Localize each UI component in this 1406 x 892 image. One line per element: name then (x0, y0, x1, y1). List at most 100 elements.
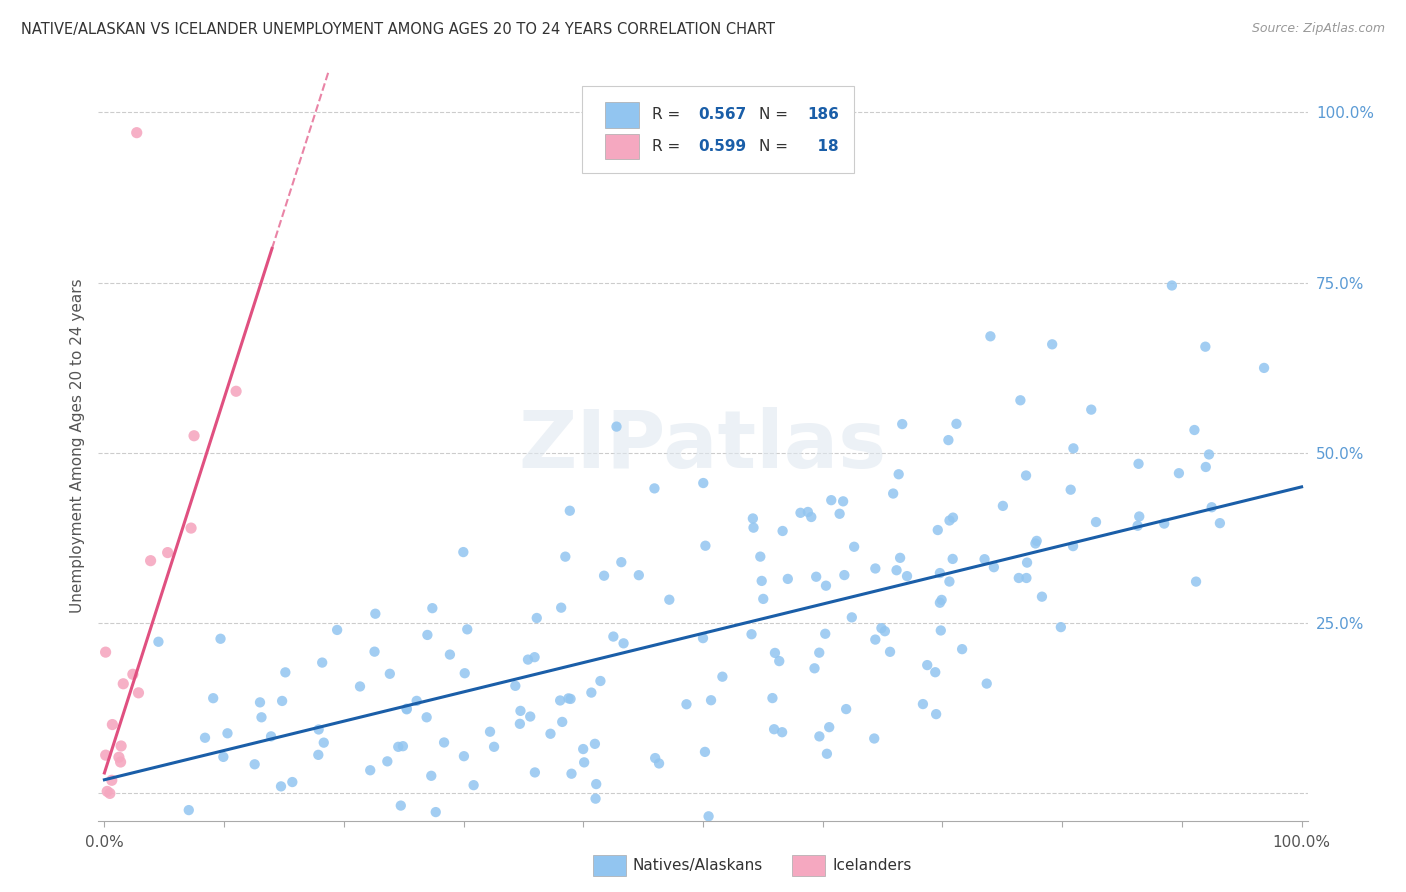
Point (540, 727, 562, 741)
Point (928, 566, 950, 580)
Point (749, 549, 772, 564)
Point (415, 710, 437, 724)
Point (270, 780, 292, 794)
Point (183, 429, 205, 443)
Point (94, 645, 117, 659)
Point (896, 569, 918, 583)
Point (938, 433, 960, 447)
Point (1024, 536, 1046, 550)
FancyBboxPatch shape (605, 102, 638, 128)
Point (1050, 620, 1073, 634)
Point (1184, 423, 1206, 437)
Point (983, 560, 1005, 574)
Point (942, 510, 965, 524)
Point (692, 631, 714, 645)
Point (125, 126, 148, 140)
Point (818, 720, 841, 734)
Point (378, 666, 401, 681)
Point (887, 467, 910, 482)
Point (658, 592, 681, 607)
Point (865, 632, 887, 647)
Point (602, 630, 624, 644)
Point (121, 667, 143, 681)
Point (523, 650, 546, 665)
Point (889, 550, 911, 565)
Point (763, 723, 786, 737)
Point (675, 698, 697, 712)
Point (1015, 556, 1038, 570)
Point (950, 642, 973, 657)
Point (281, 775, 304, 789)
Point (838, 829, 860, 843)
Point (886, 563, 908, 577)
Point (648, 756, 671, 771)
Point (479, 724, 502, 739)
Point (526, 611, 548, 625)
Point (1167, 466, 1189, 480)
Point (915, 658, 938, 673)
Point (1031, 590, 1053, 604)
Text: 18: 18 (807, 139, 838, 153)
Point (112, 677, 135, 691)
Text: 0.567: 0.567 (699, 107, 747, 122)
Point (363, 645, 385, 659)
Point (925, 707, 948, 722)
Point (307, 747, 329, 762)
Point (551, 714, 574, 729)
Point (751, 574, 773, 588)
Point (311, 656, 333, 670)
Point (554, 549, 576, 564)
Point (589, 673, 612, 688)
Point (560, 692, 582, 706)
Point (600, 832, 623, 847)
Point (177, 803, 200, 817)
Point (1062, 442, 1084, 456)
Point (139, 554, 162, 568)
FancyBboxPatch shape (593, 855, 626, 876)
Point (776, 572, 799, 586)
Point (1015, 571, 1038, 585)
Point (326, 623, 349, 637)
Point (349, 680, 371, 694)
Point (225, 384, 247, 399)
Point (1161, 278, 1184, 293)
Point (221, 888, 243, 892)
Point (581, 685, 603, 699)
Point (929, 624, 952, 638)
Point (700, 693, 723, 707)
Point (863, 731, 886, 746)
Point (1040, 337, 1063, 351)
Point (1153, 516, 1175, 531)
Point (557, 691, 579, 706)
Text: N =: N = (759, 107, 793, 122)
Point (768, 654, 790, 668)
Point (752, 591, 775, 606)
Point (1128, 457, 1150, 471)
Point (976, 676, 998, 690)
Point (425, 805, 447, 819)
Point (1010, 393, 1032, 408)
Point (243, 757, 266, 772)
Point (1008, 571, 1031, 585)
Point (938, 574, 960, 589)
Point (463, 778, 485, 792)
Point (364, 607, 387, 621)
Point (1015, 468, 1038, 483)
Point (789, 506, 811, 520)
Point (271, 694, 294, 708)
Point (523, 765, 546, 780)
Point (420, 769, 443, 783)
Point (834, 568, 856, 582)
Point (1060, 483, 1083, 497)
Point (942, 552, 965, 566)
Point (456, 623, 478, 637)
Text: R =: R = (652, 107, 685, 122)
Point (391, 888, 413, 892)
Point (814, 626, 837, 640)
Point (879, 645, 901, 659)
Point (1126, 518, 1149, 533)
Point (519, 709, 541, 723)
Point (870, 621, 893, 635)
Point (873, 624, 896, 639)
Point (375, 755, 398, 769)
